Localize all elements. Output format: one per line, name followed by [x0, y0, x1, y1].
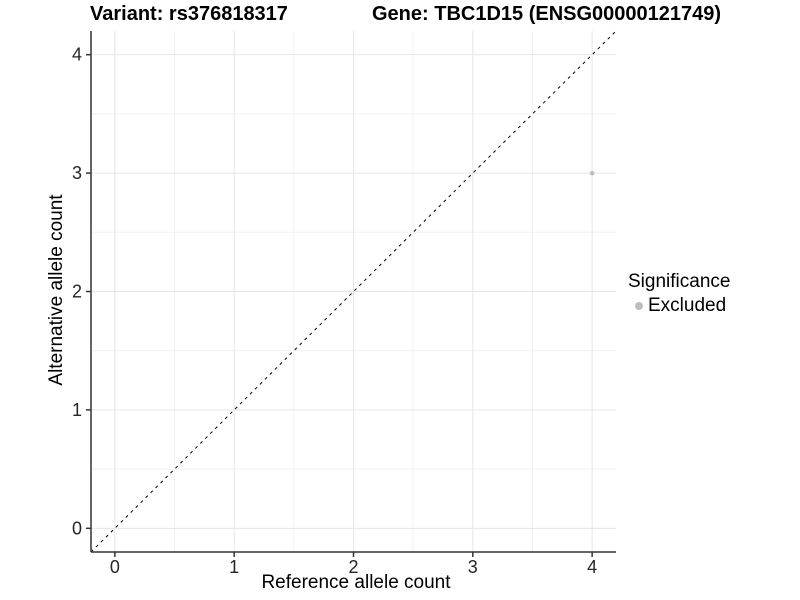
y-tick-label: 1: [72, 400, 82, 420]
identity-line: [90, 30, 617, 553]
y-tick-label: 0: [72, 518, 82, 538]
x-tick-label: 4: [587, 557, 597, 577]
x-tick-label: 3: [468, 557, 478, 577]
data-point: [589, 170, 595, 176]
legend-item-excluded: Excluded: [628, 295, 730, 317]
excluded-point-icon: [635, 302, 643, 310]
y-tick-label: 3: [72, 163, 82, 183]
gene-title: Gene: TBC1D15 (ENSG00000121749): [372, 3, 722, 25]
legend-item-label: Excluded: [648, 295, 727, 316]
y-axis-title: Alternative allele count: [46, 194, 67, 386]
y-tick-label: 2: [72, 282, 82, 302]
legend: Significance Excluded: [628, 271, 730, 317]
x-tick-label: 1: [229, 557, 239, 577]
x-tick-label: 0: [110, 557, 120, 577]
x-axis-title: Reference allele count: [261, 572, 451, 593]
legend-title: Significance: [628, 271, 731, 292]
y-tick-label: 4: [72, 45, 82, 65]
variant-title: Variant: rs376818317: [90, 3, 288, 25]
x-tick-label: 2: [348, 557, 358, 577]
